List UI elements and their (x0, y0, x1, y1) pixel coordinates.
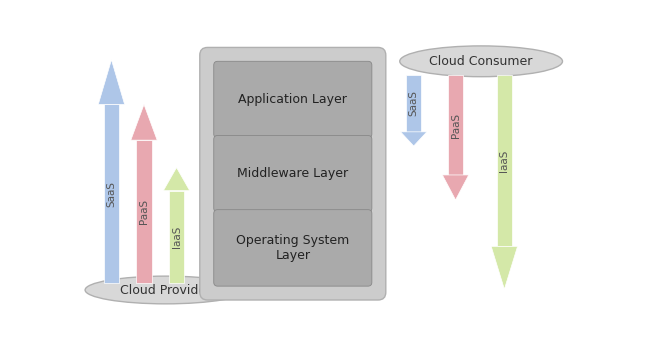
Bar (169, 191, 184, 283)
FancyBboxPatch shape (200, 47, 386, 300)
Polygon shape (131, 105, 157, 140)
Text: Cloud Provider: Cloud Provider (120, 284, 211, 297)
Polygon shape (491, 246, 518, 289)
Polygon shape (442, 175, 469, 200)
Text: IaaS: IaaS (499, 150, 509, 172)
Text: SaaS: SaaS (106, 181, 117, 207)
Polygon shape (401, 132, 427, 146)
Ellipse shape (400, 46, 562, 77)
Text: SaaS: SaaS (409, 90, 419, 117)
Polygon shape (163, 168, 190, 191)
Text: Middleware Layer: Middleware Layer (237, 167, 348, 180)
Bar (448, 75, 463, 175)
Text: IaaS: IaaS (172, 226, 182, 248)
FancyBboxPatch shape (214, 61, 372, 138)
Text: PaaS: PaaS (451, 112, 461, 138)
Ellipse shape (85, 276, 246, 304)
Text: Application Layer: Application Layer (238, 93, 347, 106)
Text: Operating System
Layer: Operating System Layer (236, 234, 350, 262)
Polygon shape (98, 60, 125, 105)
Bar (136, 140, 152, 283)
Bar (104, 105, 119, 283)
Bar (406, 75, 421, 132)
Text: Cloud Consumer: Cloud Consumer (430, 55, 533, 68)
Text: PaaS: PaaS (139, 199, 149, 224)
FancyBboxPatch shape (214, 136, 372, 212)
FancyBboxPatch shape (214, 209, 372, 286)
Bar (497, 75, 512, 246)
